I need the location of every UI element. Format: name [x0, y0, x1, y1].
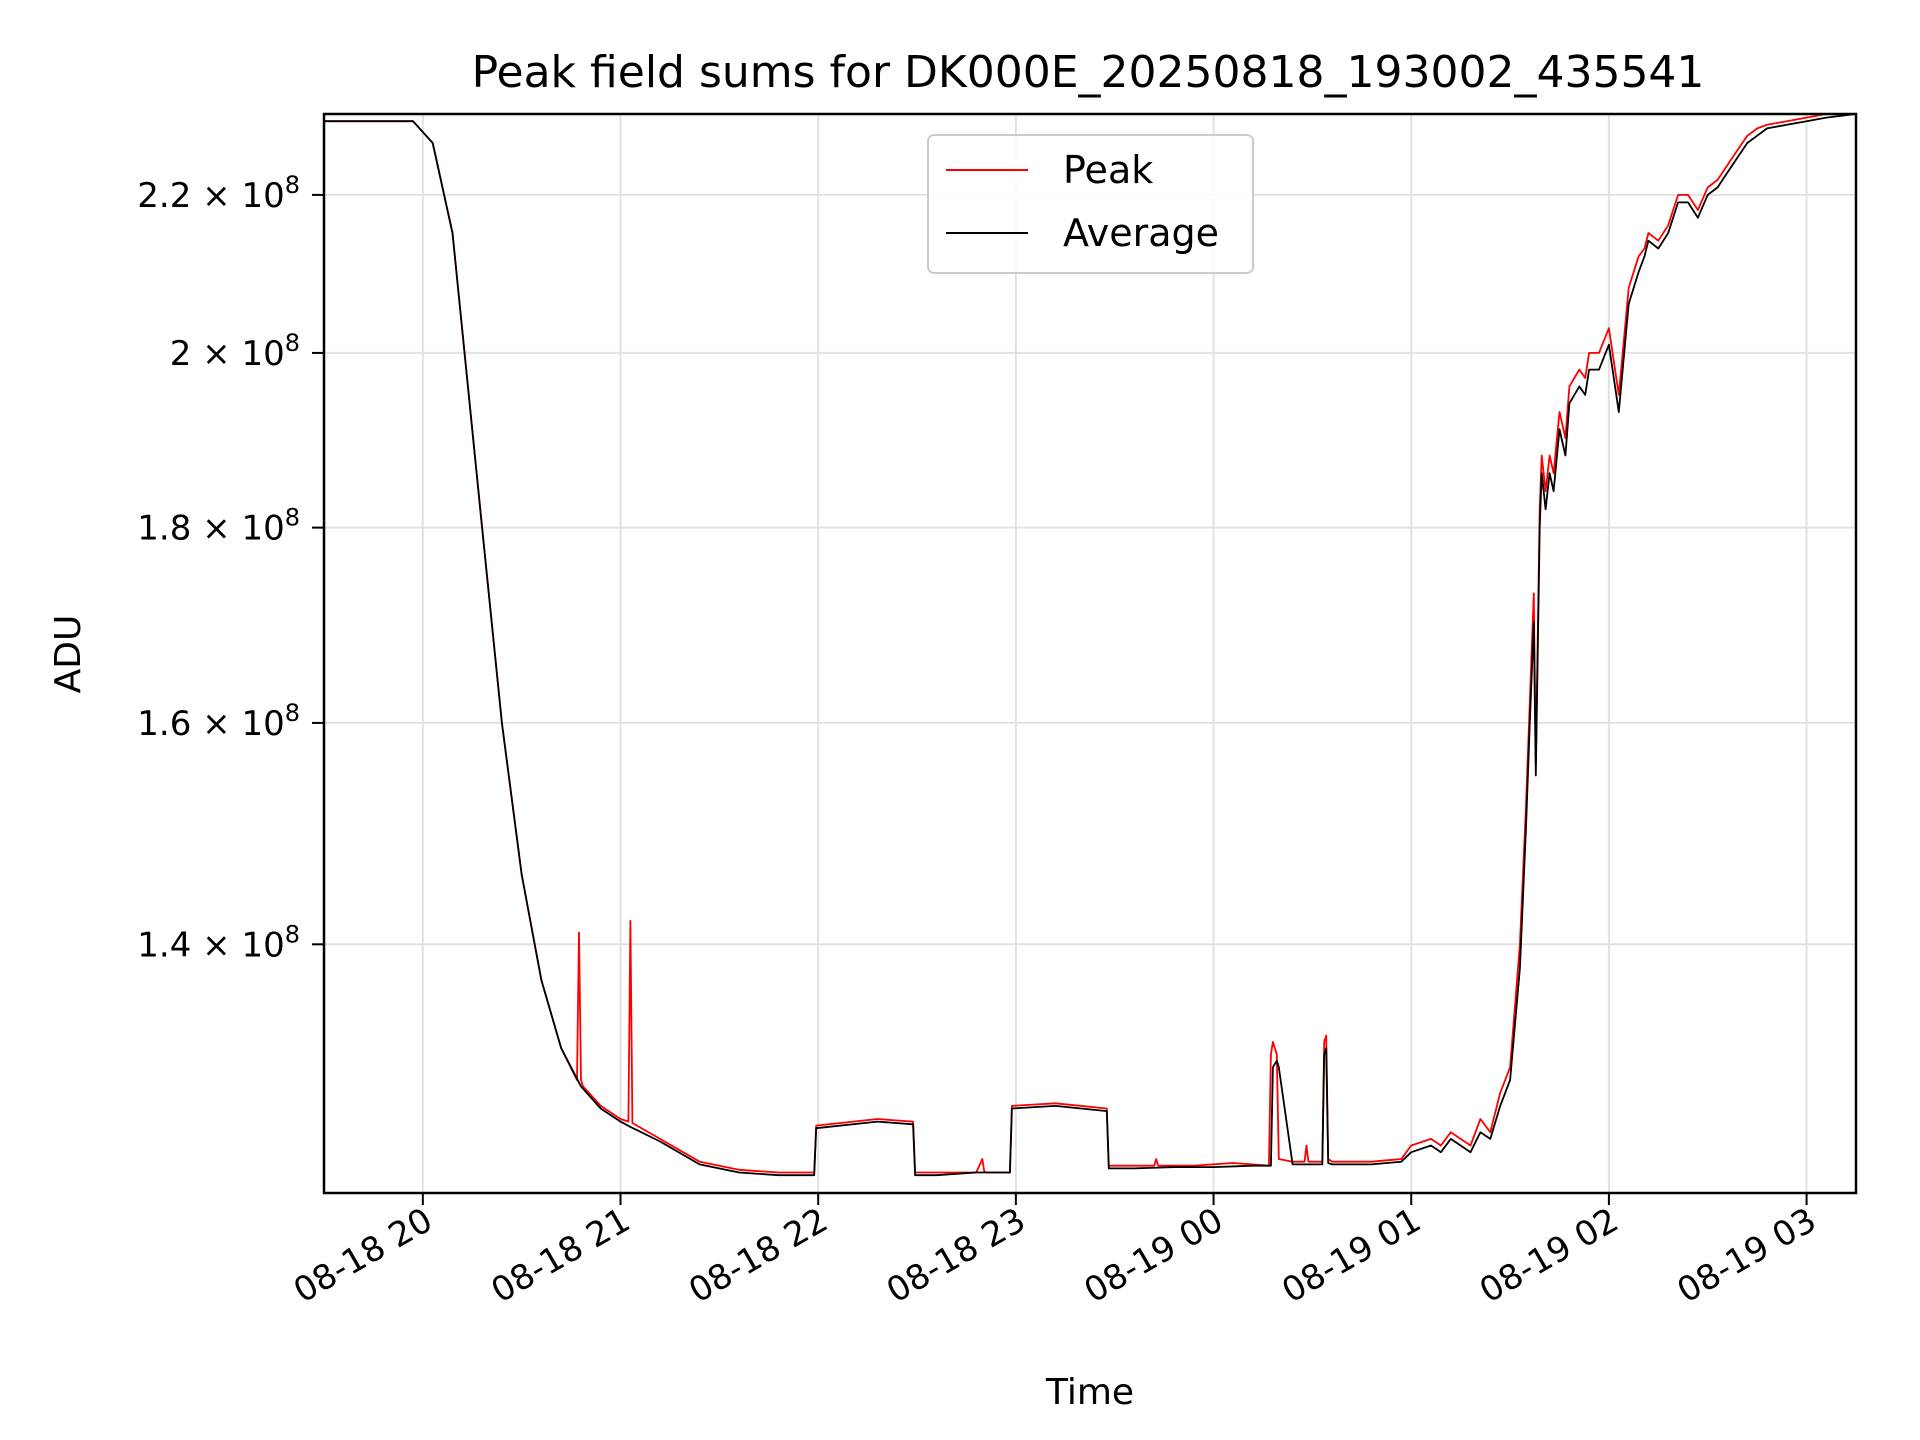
- y-axis-label: ADU: [48, 615, 89, 694]
- series-line-average: [324, 114, 1856, 1177]
- x-tick-label: 08-18 21: [485, 1200, 637, 1311]
- legend-label-peak: Peak: [1063, 148, 1153, 192]
- y-axis: 1.4 × 108 1.6 × 108 1.8 × 108 2 × 108 2.2 × …: [137, 171, 324, 965]
- x-axis-label: Time: [1045, 1372, 1134, 1413]
- x-tick-label: 08-19 02: [1473, 1200, 1625, 1311]
- y-tick-label: 1.6 × 108: [137, 699, 300, 744]
- plot-frame: [322, 112, 1858, 1195]
- x-axis: 08-18 20 08-18 21 08-18 22 08-18 23 08-19 00…: [287, 1193, 1823, 1311]
- x-tick-label: 08-18 20: [287, 1200, 439, 1311]
- grid: [324, 114, 1856, 1193]
- y-tick-label: 1.8 × 108: [137, 504, 300, 549]
- y-tick-label: 1.4 × 108: [137, 920, 300, 965]
- y-tick-label: 2.2 × 108: [137, 171, 300, 216]
- legend-label-average: Average: [1063, 211, 1219, 255]
- y-tick-label: 2 × 108: [170, 329, 300, 374]
- x-tick-label: 08-19 01: [1275, 1200, 1427, 1311]
- chart-title: Peak field sums for DK000E_20250818_1930…: [472, 47, 1705, 98]
- x-tick-label: 08-19 00: [1078, 1200, 1230, 1311]
- x-tick-label: 08-18 23: [880, 1200, 1032, 1311]
- series-layer: [324, 114, 1856, 1177]
- x-tick-label: 08-19 03: [1671, 1200, 1823, 1311]
- x-tick-label: 08-18 22: [682, 1200, 834, 1311]
- legend: Peak Average: [927, 134, 1254, 274]
